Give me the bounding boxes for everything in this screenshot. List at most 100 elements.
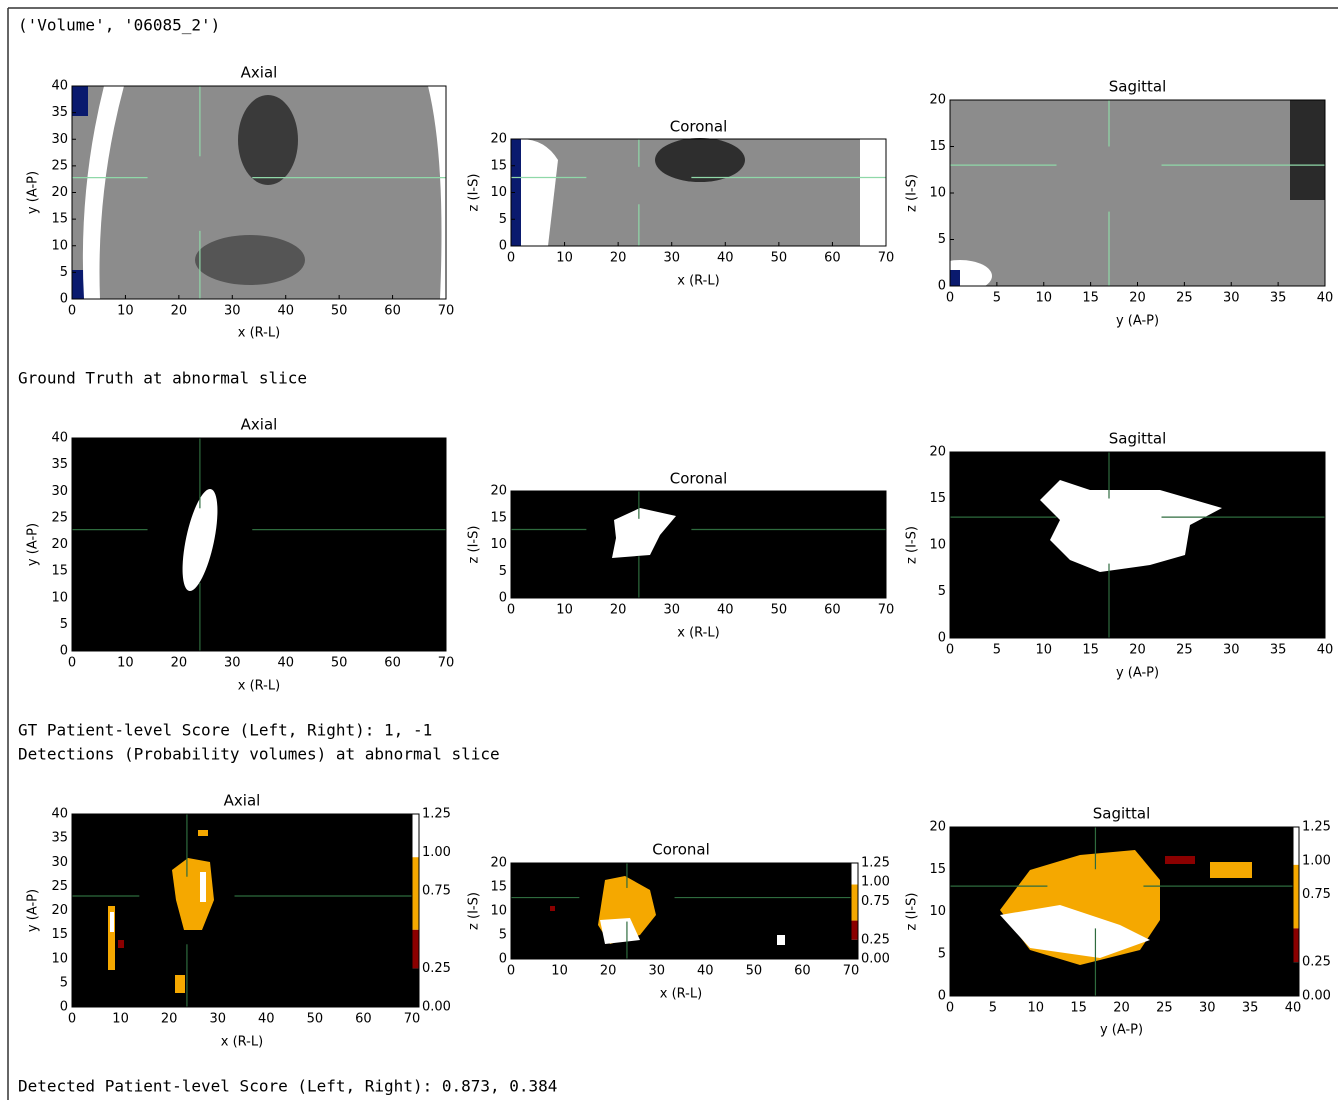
y-axis-label: z (I-S) xyxy=(905,893,920,931)
x-tick-label: 50 xyxy=(307,1012,324,1027)
x-tick-label: 20 xyxy=(171,656,188,671)
x-tick-label: 30 xyxy=(1223,291,1240,306)
x-tick-label: 30 xyxy=(224,304,241,319)
y-tick-label: 5 xyxy=(938,584,946,599)
x-tick-label: 15 xyxy=(1082,291,1099,306)
x-tick-label: 35 xyxy=(1270,291,1287,306)
x-axis-label: y (A-P) xyxy=(1116,666,1159,681)
image-region xyxy=(110,912,114,932)
image-region xyxy=(238,95,298,185)
x-tick-label: 10 xyxy=(556,603,573,618)
y-tick-label: 10 xyxy=(490,185,507,200)
y-tick-label: 5 xyxy=(938,232,946,247)
x-tick-label: 40 xyxy=(1317,643,1334,658)
x-tick-label: 25 xyxy=(1176,291,1193,306)
image-background xyxy=(950,100,1325,286)
x-tick-label: 70 xyxy=(878,251,895,266)
x-tick-label: 0 xyxy=(507,964,515,979)
y-tick-label: 20 xyxy=(51,537,68,552)
colorbar-tick-label: 0.00 xyxy=(1302,989,1331,1004)
y-tick-label: 15 xyxy=(490,880,507,895)
x-tick-label: 20 xyxy=(600,964,617,979)
panel-title: Sagittal xyxy=(1109,78,1167,96)
colorbar-tick-label: 0.75 xyxy=(861,894,890,909)
x-tick-label: 50 xyxy=(746,964,763,979)
image-region xyxy=(198,830,208,836)
y-tick-label: 15 xyxy=(51,927,68,942)
colorbar-tick-label: 1.25 xyxy=(861,856,890,871)
x-tick-label: 10 xyxy=(1027,1001,1044,1016)
x-tick-label: 5 xyxy=(993,291,1001,306)
y-tick-label: 20 xyxy=(51,903,68,918)
panel-title: Sagittal xyxy=(1109,430,1167,448)
x-tick-label: 60 xyxy=(384,304,401,319)
x-tick-label: 20 xyxy=(610,603,627,618)
x-tick-label: 25 xyxy=(1176,643,1193,658)
y-tick-label: 25 xyxy=(51,510,68,525)
x-tick-label: 70 xyxy=(843,964,860,979)
output-line: ('Volume', '06085_2') xyxy=(18,16,220,35)
x-tick-label: 60 xyxy=(824,603,841,618)
colorbar-segment xyxy=(412,930,419,969)
image-region xyxy=(200,872,206,902)
colorbar-segment xyxy=(412,857,419,930)
y-tick-label: 40 xyxy=(51,807,68,822)
x-tick-label: 40 xyxy=(697,964,714,979)
image-region xyxy=(950,270,960,286)
image-background xyxy=(72,814,412,1007)
colorbar-tick-label: 1.00 xyxy=(422,845,451,860)
y-tick-label: 5 xyxy=(60,617,68,632)
y-tick-label: 30 xyxy=(51,855,68,870)
y-tick-label: 35 xyxy=(51,457,68,472)
image-background xyxy=(511,863,851,959)
x-tick-label: 5 xyxy=(989,1001,997,1016)
image-background xyxy=(511,491,886,598)
image-region xyxy=(777,935,785,945)
x-tick-label: 10 xyxy=(117,656,134,671)
panel-title: Coronal xyxy=(652,841,710,859)
panel-title: Coronal xyxy=(670,118,728,136)
output-line: Ground Truth at abnormal slice xyxy=(18,369,307,388)
x-tick-label: 25 xyxy=(1156,1001,1173,1016)
y-axis-label: y (A-P) xyxy=(26,171,41,214)
image-background xyxy=(72,438,446,651)
y-tick-label: 15 xyxy=(490,510,507,525)
panel-title: Axial xyxy=(224,792,261,810)
output-line: Detections (Probability volumes) at abno… xyxy=(18,745,500,764)
colorbar-tick-label: 0.00 xyxy=(422,1000,451,1015)
x-tick-label: 40 xyxy=(1317,291,1334,306)
colorbar-segment xyxy=(851,940,858,959)
x-tick-label: 20 xyxy=(610,251,627,266)
y-tick-label: 35 xyxy=(51,831,68,846)
x-tick-label: 30 xyxy=(1223,643,1240,658)
colorbar-segment xyxy=(1293,827,1299,865)
colorbar-tick-label: 0.75 xyxy=(422,884,451,899)
y-tick-label: 5 xyxy=(938,946,946,961)
x-tick-label: 0 xyxy=(68,304,76,319)
output-line: GT Patient-level Score (Left, Right): 1,… xyxy=(18,721,432,740)
y-tick-label: 0 xyxy=(499,591,507,606)
image-region xyxy=(195,235,305,285)
y-axis-label: z (I-S) xyxy=(467,174,482,212)
x-tick-label: 60 xyxy=(355,1012,372,1027)
y-tick-label: 15 xyxy=(929,491,946,506)
colorbar-segment xyxy=(412,968,419,1007)
x-tick-label: 10 xyxy=(1035,291,1052,306)
image-region xyxy=(860,139,886,246)
x-tick-label: 50 xyxy=(331,304,348,319)
colorbar-tick-label: 1.00 xyxy=(1302,853,1331,868)
x-axis-label: x (R-L) xyxy=(221,1035,263,1050)
y-tick-label: 5 xyxy=(499,928,507,943)
x-tick-label: 70 xyxy=(438,656,455,671)
x-tick-label: 40 xyxy=(717,251,734,266)
y-tick-label: 40 xyxy=(51,431,68,446)
y-tick-label: 20 xyxy=(51,185,68,200)
colorbar-segment xyxy=(851,863,858,885)
colorbar-segment xyxy=(851,885,858,921)
image-region xyxy=(655,138,745,182)
y-axis-label: z (I-S) xyxy=(467,892,482,930)
x-axis-label: x (R-L) xyxy=(677,626,719,641)
x-axis-label: y (A-P) xyxy=(1116,314,1159,329)
y-tick-label: 15 xyxy=(929,862,946,877)
x-tick-label: 30 xyxy=(663,251,680,266)
